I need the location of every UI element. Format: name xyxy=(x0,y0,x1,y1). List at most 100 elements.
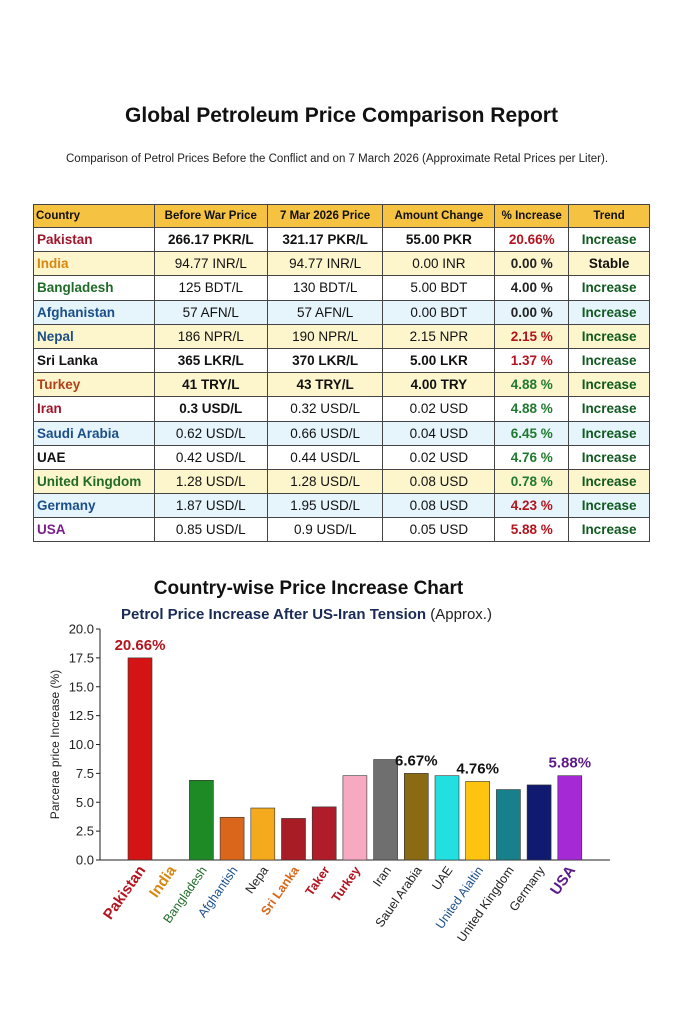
amount-change-cell: 0.02 USD xyxy=(382,444,496,470)
header-country: Country xyxy=(33,204,155,228)
price-increase-bar-chart: 0.0 2.5 5.0 7.5 10.0 12.5 15.0 17.5 20.0 Parcerae… xyxy=(48,622,610,945)
x-tick-label: Iran xyxy=(370,864,394,890)
y-tick-label: 0.0 xyxy=(76,853,94,868)
price-comparison-table: Country Before War Price 7 Mar 2026 Price A… xyxy=(33,204,650,543)
amount-change-cell: 4.00 TRY xyxy=(382,372,496,398)
mar-price-cell: 1.28 USD/L xyxy=(266,468,384,495)
y-tick-label: 17.5 xyxy=(69,650,94,665)
trend-cell: Stable xyxy=(568,251,650,277)
mar-price-cell: 43 TRY/L xyxy=(266,372,384,398)
country-cell: Afghanistan xyxy=(33,299,155,325)
x-tick-label: Taker xyxy=(303,864,333,899)
y-tick-label: 10.0 xyxy=(69,737,94,752)
pct-increase-cell: 0.00 % xyxy=(494,299,570,325)
mar-price-cell: 57 AFN/L xyxy=(266,299,384,325)
country-cell: Turkey xyxy=(33,372,155,398)
bar-pakistan xyxy=(127,657,153,861)
bar-bangladesh xyxy=(189,780,214,861)
before-price-cell: 41 TRY/L xyxy=(153,372,268,398)
mar-price-cell: 0.44 USD/L xyxy=(266,444,384,470)
pct-increase-cell: 20.66% xyxy=(494,226,570,253)
mar-price-cell: 0.32 USD/L xyxy=(266,396,384,422)
bar-united-kingdom xyxy=(496,789,521,861)
trend-cell: Increase xyxy=(568,372,650,398)
pct-increase-cell: 0.00 % xyxy=(494,251,570,277)
trend-cell: Increase xyxy=(568,444,650,470)
header-amount-change: Amount Change xyxy=(382,204,496,228)
table-row: Pakistan 266.17 PKR/L 321.17 PKR/L 55.00 PK… xyxy=(33,226,650,253)
pct-increase-cell: 6.45 % xyxy=(494,420,570,446)
y-tick-label: 15.0 xyxy=(69,679,94,694)
trend-cell: Increase xyxy=(568,468,650,495)
trend-cell: Increase xyxy=(568,226,650,253)
country-cell: Pakistan xyxy=(33,226,155,253)
pct-increase-cell: 4.00 % xyxy=(494,275,570,301)
pct-increase-cell: 1.37 % xyxy=(494,347,570,374)
trend-cell: Increase xyxy=(568,517,650,543)
table-row: Germany 1.87 USD/L 1.95 USD/L 0.08 USD 4.23 … xyxy=(33,493,650,519)
y-axis-label: Parcerae price Increase (%) xyxy=(48,670,62,819)
mar-price-cell: 94.77 INR/L xyxy=(266,251,384,277)
table-row: India 94.77 INR/L 94.77 INR/L 0.00 INR 0.00 … xyxy=(33,251,650,277)
amount-change-cell: 2.15 NPR xyxy=(382,323,496,349)
bar-sri-lanka xyxy=(281,818,306,861)
value-annotation: 4.76% xyxy=(456,760,499,777)
pct-increase-cell: 4.76 % xyxy=(494,444,570,470)
country-cell: USA xyxy=(33,517,155,543)
before-price-cell: 0.42 USD/L xyxy=(153,444,268,470)
amount-change-cell: 0.00 BDT xyxy=(382,299,496,325)
bar-united-aialtin xyxy=(465,781,491,861)
before-price-cell: 0.85 USD/L xyxy=(153,517,268,543)
header-before-war-price: Before War Price xyxy=(153,204,268,228)
trend-cell: Increase xyxy=(568,493,650,519)
bar-iran xyxy=(373,759,398,861)
before-price-cell: 0.3 USD/L xyxy=(153,396,268,422)
country-cell: United Kingdom xyxy=(33,468,155,495)
y-tick-label: 5.0 xyxy=(76,795,94,810)
trend-cell: Increase xyxy=(568,420,650,446)
table-body: Pakistan 266.17 PKR/L 321.17 PKR/L 55.00 PK… xyxy=(33,226,650,543)
x-tick-label: Nepa xyxy=(243,864,272,897)
table-row: USA 0.85 USD/L 0.9 USD/L 0.05 USD 5.88 % Incr… xyxy=(33,517,650,543)
pct-increase-cell: 2.15 % xyxy=(494,323,570,349)
country-cell: Germany xyxy=(33,493,155,519)
value-annotation: 6.67% xyxy=(395,752,438,769)
report-subtitle: Comparison of Petrol Prices Before the C… xyxy=(66,153,609,165)
table-row: Bangladesh 125 BDT/L 130 BDT/L 5.00 BDT 4.00… xyxy=(33,275,650,301)
bar-turkey xyxy=(342,775,368,861)
mar-price-cell: 130 BDT/L xyxy=(266,275,384,301)
bar-taker xyxy=(311,806,337,861)
before-price-cell: 0.62 USD/L xyxy=(153,420,268,446)
country-cell: Saudi Arabia xyxy=(33,420,155,446)
bar-uae xyxy=(434,775,460,861)
bar-germany xyxy=(526,784,552,861)
country-cell: India xyxy=(33,251,155,277)
amount-change-cell: 5.00 BDT xyxy=(382,275,496,301)
x-tick-label: UAE xyxy=(429,864,455,893)
before-price-cell: 1.87 USD/L xyxy=(153,493,268,519)
table-header-row: Country Before War Price 7 Mar 2026 Price A… xyxy=(33,204,650,228)
bar-usa xyxy=(557,775,583,861)
amount-change-cell: 0.05 USD xyxy=(382,517,496,543)
x-tick-label: Turkey xyxy=(329,864,363,905)
country-cell: Nepal xyxy=(33,323,155,349)
header-pct-increase: % Increase xyxy=(494,204,570,228)
chart-title: Country-wise Price Increase Chart xyxy=(153,578,464,599)
amount-change-cell: 55.00 PKR xyxy=(382,226,496,253)
before-price-cell: 365 LKR/L xyxy=(153,347,268,374)
chart-subtitle-main: Petrol Price Increase After US-Iran Tens… xyxy=(121,606,427,623)
country-cell: Iran xyxy=(33,396,155,422)
x-tick-label: USA xyxy=(547,862,579,898)
header-trend: Trend xyxy=(568,204,650,228)
chart-subtitle: Petrol Price Increase After US-Iran Tens… xyxy=(121,606,492,623)
before-price-cell: 1.28 USD/L xyxy=(153,468,268,495)
country-cell: Bangladesh xyxy=(33,275,155,301)
pct-increase-cell: 5.88 % xyxy=(494,517,570,543)
table-row: Saudi Arabia 0.62 USD/L 0.66 USD/L 0.04 USD… xyxy=(33,420,650,446)
pct-increase-cell: 4.23 % xyxy=(494,493,570,519)
mar-price-cell: 1.95 USD/L xyxy=(266,493,384,519)
trend-cell: Increase xyxy=(568,299,650,325)
before-price-cell: 186 NPR/L xyxy=(153,323,268,349)
table-row: Afghanistan 57 AFN/L 57 AFN/L 0.00 BDT 0.00 … xyxy=(33,299,650,325)
before-price-cell: 266.17 PKR/L xyxy=(153,226,268,253)
